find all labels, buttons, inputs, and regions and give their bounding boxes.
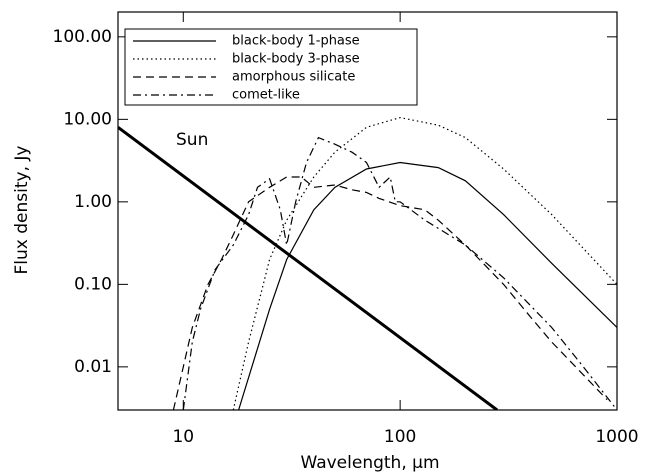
series-line xyxy=(182,136,617,410)
legend-label: black-body 3-phase xyxy=(232,52,360,67)
annotation: Sun xyxy=(176,130,208,150)
sun-line xyxy=(118,126,498,410)
series-line xyxy=(238,161,617,410)
series-line xyxy=(172,176,608,410)
legend-label: black-body 1-phase xyxy=(232,34,360,49)
y-tick-label: 10.00 xyxy=(63,109,112,129)
y-axis-label: Flux density, Jy xyxy=(12,146,32,275)
plot-frame xyxy=(117,11,618,411)
series-line xyxy=(232,116,617,410)
x-axis-label: Wavelength, μm xyxy=(300,453,439,473)
y-tick-label: 0.01 xyxy=(74,357,112,377)
legend: black-body 1-phase black-body 3-phase amor… xyxy=(124,28,418,106)
legend-label: amorphous silicate xyxy=(232,70,355,85)
y-tick-label: 1.00 xyxy=(74,192,112,212)
x-tick-label: 1000 xyxy=(595,427,638,447)
y-tick-label: 0.10 xyxy=(74,274,112,294)
legend-box xyxy=(124,28,418,106)
x-tick-label: 100 xyxy=(384,427,416,447)
y-tick-label: 100.00 xyxy=(53,27,112,47)
legend-label: comet-like xyxy=(232,88,300,103)
x-tick-label: 10 xyxy=(172,427,194,447)
